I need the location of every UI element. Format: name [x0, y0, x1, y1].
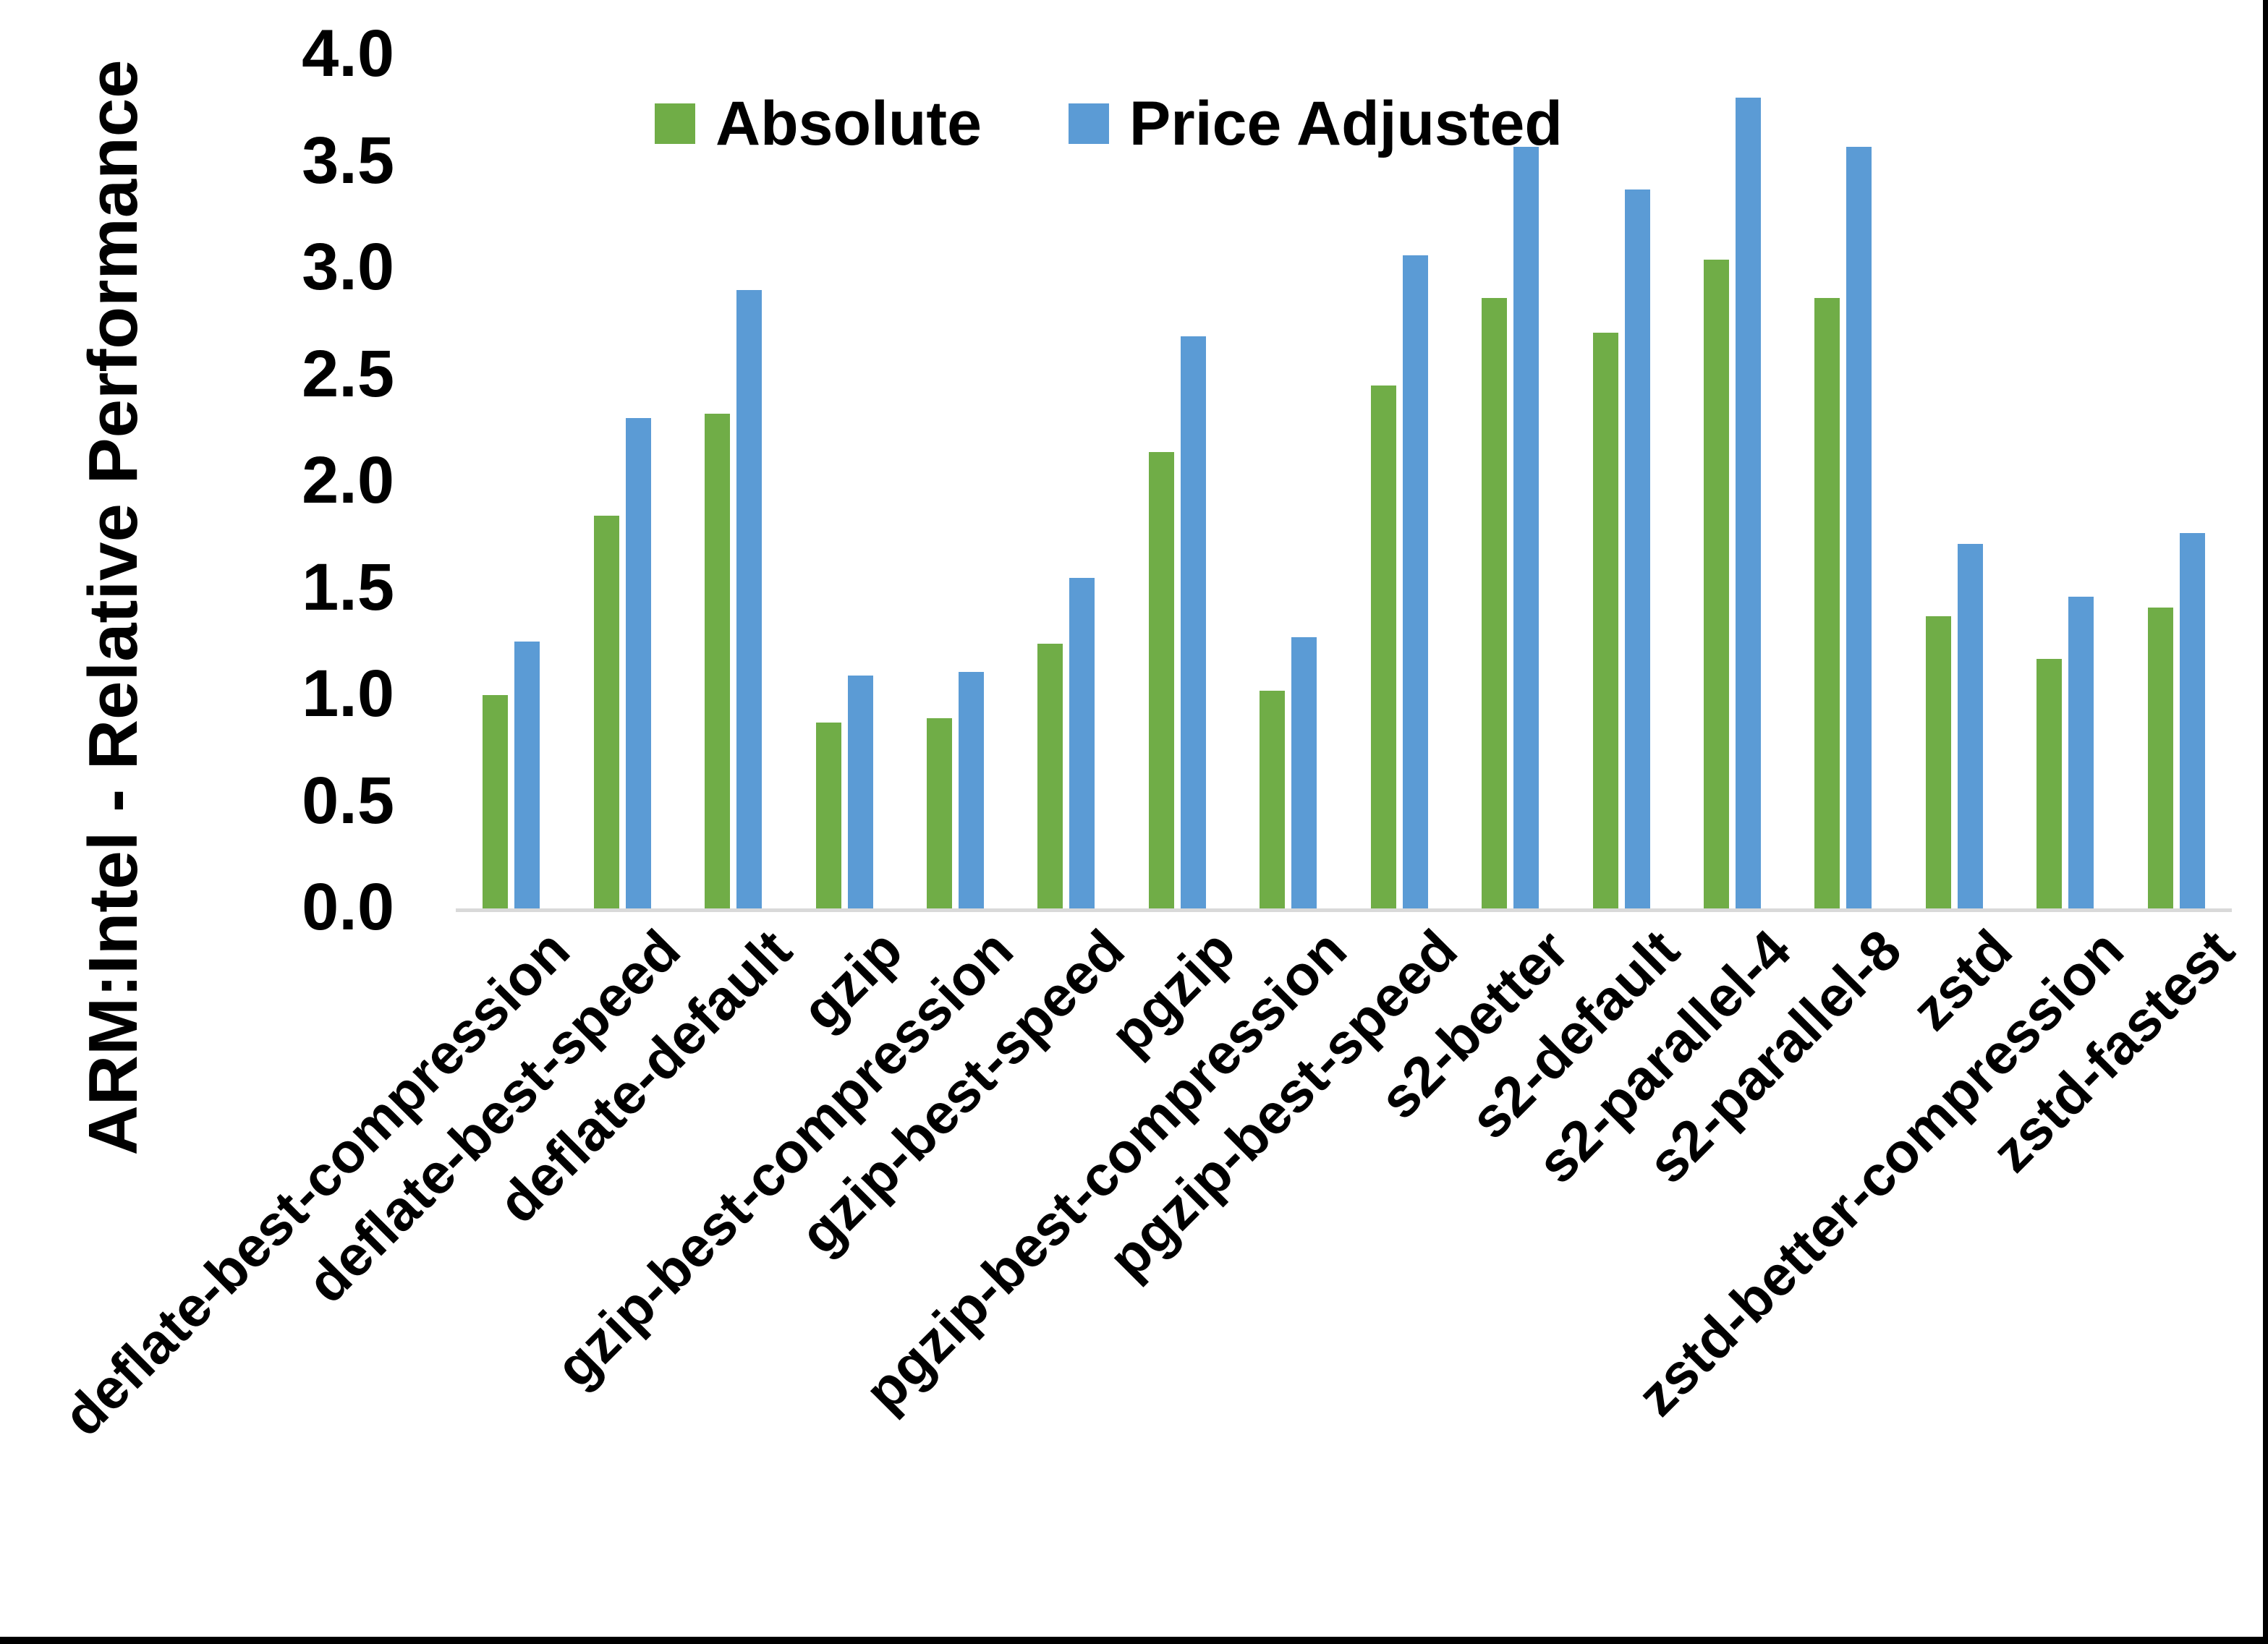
legend-item-price-adjusted: Price Adjusted	[1068, 89, 1563, 158]
bar-group	[705, 289, 763, 908]
bar-group	[2147, 532, 2205, 908]
bar-price-adjusted	[847, 676, 873, 908]
legend-label-price-adjusted: Price Adjusted	[1129, 89, 1563, 158]
bar-absolute	[926, 718, 952, 908]
y-tick-label: 4.0	[302, 17, 394, 91]
bar-price-adjusted	[2068, 597, 2094, 908]
bar-absolute	[593, 516, 619, 908]
bar-price-adjusted	[514, 642, 540, 908]
legend-swatch-price-adjusted	[1068, 103, 1109, 144]
bar-group	[1704, 98, 1762, 908]
bar-group	[1925, 543, 1983, 908]
bar-absolute	[2147, 608, 2173, 908]
y-axis-title: ARM:Intel - Relative Performance	[75, 59, 152, 1156]
bar-absolute	[1704, 260, 1730, 908]
bar-absolute	[1260, 691, 1286, 908]
bar-price-adjusted	[1624, 189, 1650, 908]
bar-absolute	[705, 413, 731, 908]
bar-absolute	[2036, 658, 2063, 908]
y-tick-label: 2.0	[302, 443, 394, 518]
y-tick-label: 3.0	[302, 230, 394, 304]
bar-group	[1037, 577, 1095, 908]
bar-absolute	[1370, 386, 1396, 908]
x-axis-line	[456, 908, 2232, 912]
bar-group	[1592, 189, 1650, 908]
bar-group	[926, 671, 984, 908]
bar-price-adjusted	[1736, 98, 1762, 908]
frame-border-bottom	[0, 1637, 2268, 1644]
legend-swatch-absolute	[655, 103, 695, 144]
bar-group	[1482, 146, 1539, 908]
legend: Absolute Price Adjusted	[655, 93, 1563, 155]
bar-absolute	[483, 695, 509, 908]
bar-price-adjusted	[1402, 255, 1428, 908]
bar-absolute	[1814, 298, 1840, 908]
bar-price-adjusted	[736, 289, 763, 908]
bar-group	[815, 676, 873, 908]
bar-price-adjusted	[625, 417, 651, 908]
plot-area	[456, 0, 2232, 908]
y-tick-label: 1.5	[302, 550, 394, 624]
bar-absolute	[1592, 332, 1618, 908]
y-tick-label: 1.0	[302, 657, 394, 731]
bar-price-adjusted	[1291, 637, 1317, 908]
bar-absolute	[815, 723, 841, 908]
bar-price-adjusted	[958, 671, 984, 908]
bar-price-adjusted	[1180, 336, 1206, 908]
bar-price-adjusted	[1846, 146, 1872, 908]
bar-absolute	[1037, 644, 1063, 908]
bar-absolute	[1925, 616, 1951, 908]
bar-absolute	[1482, 298, 1508, 908]
bar-price-adjusted	[1957, 543, 1983, 908]
legend-label-absolute: Absolute	[715, 89, 982, 158]
bar-group	[1814, 146, 1872, 908]
bar-price-adjusted	[2179, 532, 2205, 908]
y-tick-label: 0.0	[302, 870, 394, 945]
bar-group	[2036, 597, 2094, 908]
bar-price-adjusted	[1069, 577, 1095, 908]
bar-absolute	[1148, 451, 1174, 908]
bar-group	[483, 642, 540, 908]
y-tick-label: 3.5	[302, 123, 394, 197]
bar-price-adjusted	[1513, 146, 1539, 908]
bar-group	[1260, 637, 1317, 908]
bar-group	[1370, 255, 1428, 908]
legend-item-absolute: Absolute	[655, 93, 982, 155]
y-tick-label: 2.5	[302, 336, 394, 411]
bar-group	[1148, 336, 1206, 908]
bar-group	[593, 417, 651, 908]
y-tick-label: 0.5	[302, 763, 394, 838]
frame-border-right	[2263, 0, 2268, 1644]
